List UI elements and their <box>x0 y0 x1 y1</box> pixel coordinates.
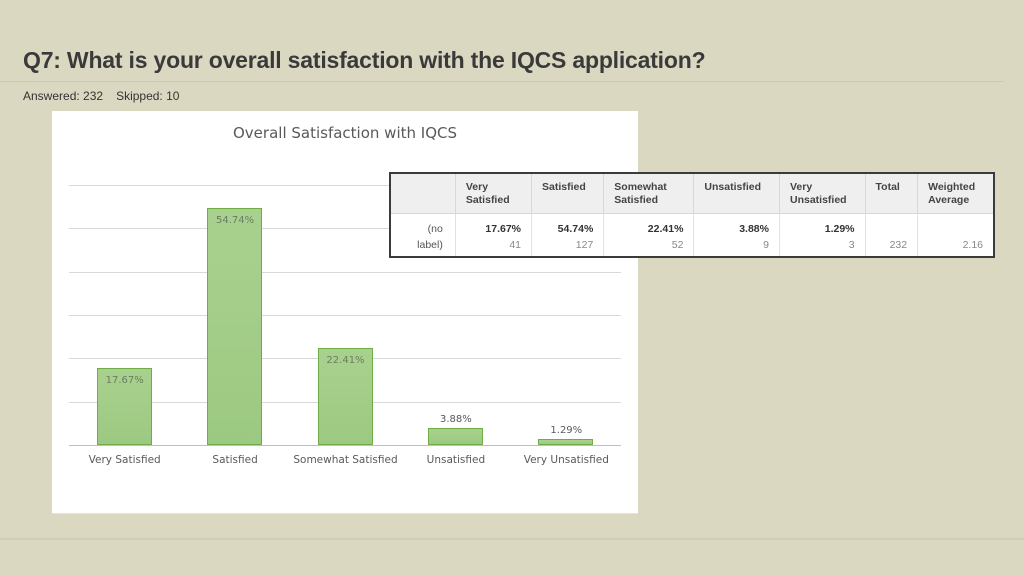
column-header <box>391 174 456 214</box>
column-header: Somewhat Satisfied <box>603 174 695 214</box>
bar <box>427 428 483 445</box>
gridline <box>69 185 621 186</box>
table-header-row: Very Satisfied Satisfied Somewhat Satisfie… <box>391 174 993 214</box>
gridline <box>69 271 621 273</box>
bar-value-label: 22.41% <box>326 354 365 366</box>
skipped-count: Skipped: 10 <box>116 89 180 103</box>
gridline <box>69 228 621 230</box>
row-label: (no label) <box>391 213 456 256</box>
column-header: Total <box>865 174 919 214</box>
column-header: Weighted Average <box>917 174 993 214</box>
bar-value-label: 3.88% <box>440 414 472 426</box>
bar <box>538 439 594 445</box>
table-cell: 1.29% 3 <box>779 213 866 256</box>
table-body: (no label) 17.67% 41 54.74% 127 22.41% 52 3.88% 9… <box>391 213 993 256</box>
column-header: Very Unsatisfied <box>779 174 866 214</box>
category-label: Very Unsatisfied <box>523 454 609 466</box>
response-stats: Answered: 232 Skipped: 10 <box>23 89 192 103</box>
gridline <box>69 445 621 446</box>
gridline <box>69 315 621 316</box>
bar <box>207 207 263 445</box>
question-title: Q7: What is your overall satisfaction wi… <box>23 47 706 73</box>
table-cell: 3.88% 9 <box>693 213 780 256</box>
plot-area: 17.67% 54.74% 22.41% 3.88% 1.29% <box>69 185 621 446</box>
column-header: Satisfied <box>531 174 605 214</box>
results-table: Very Satisfied Satisfied Somewhat Satisfie… <box>391 174 993 256</box>
bar <box>317 347 373 445</box>
bar-value-label: 17.67% <box>105 375 144 387</box>
table-cell: 17.67% 41 <box>455 213 533 256</box>
column-header: Unsatisfied <box>693 174 780 214</box>
title-divider <box>0 81 1004 82</box>
category-label: Unsatisfied <box>426 454 486 466</box>
category-label: Somewhat Satisfied <box>293 454 398 466</box>
total-cell: 232 <box>865 213 919 256</box>
footer-divider <box>0 538 1024 540</box>
results-table-box: Very Satisfied Satisfied Somewhat Satisfie… <box>389 172 995 258</box>
chart-title: Overall Satisfaction with IQCS <box>233 124 457 142</box>
category-label: Satisfied <box>212 454 258 466</box>
bar <box>96 368 152 445</box>
table-cell: 22.41% 52 <box>603 213 695 256</box>
table-cell: 54.74% 127 <box>531 213 605 256</box>
bar-value-label: 54.74% <box>216 214 255 226</box>
bar-value-label: 1.29% <box>550 425 583 437</box>
column-header: Very Satisfied <box>455 174 533 214</box>
category-label: Very Satisfied <box>88 454 161 466</box>
table-row: (no label) 17.67% 41 54.74% 127 22.41% 52 3.88% 9… <box>391 213 993 256</box>
weighted-average-cell: 2.16 <box>962 239 983 251</box>
answered-count: Answered: 232 <box>23 89 104 103</box>
